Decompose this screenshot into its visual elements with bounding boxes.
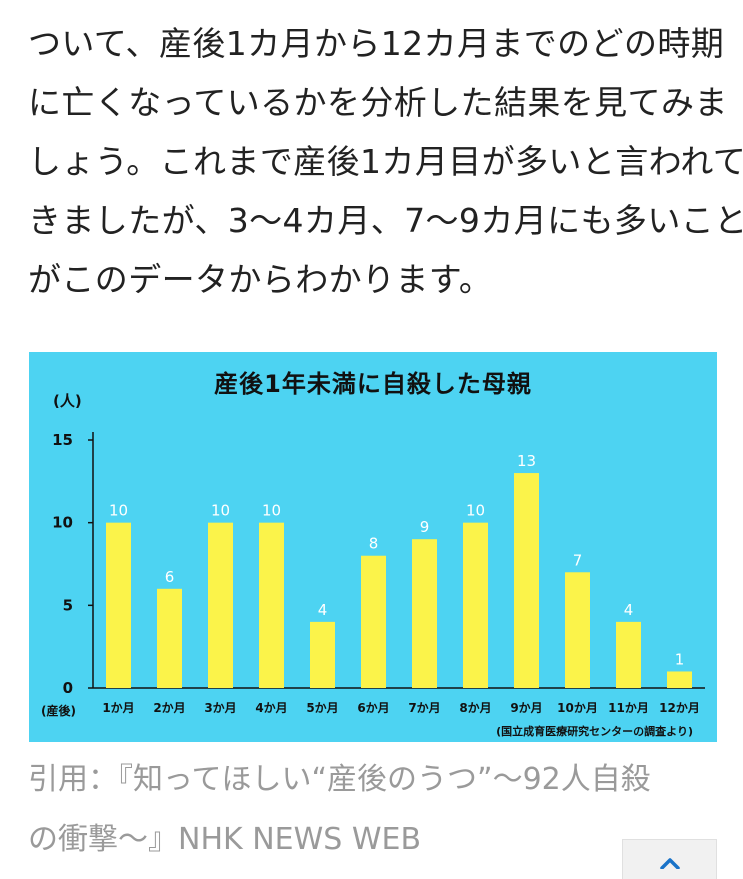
y-tick-label: 5 <box>63 596 73 614</box>
x-category-label: 10か月 <box>557 701 598 715</box>
bar <box>616 621 641 688</box>
x-axis-prefix-label: (産後) <box>41 704 76 718</box>
citation-line: の衝撃〜』NHK NEWS WEB <box>28 822 422 857</box>
bar-chart-image: 0 5 10 15 10 1か月 6 2か月 10 3か月 10 4か月 4 5か月 8 6か月 9 7か月 10 8… <box>29 352 717 742</box>
bar <box>106 522 131 688</box>
bar-value-label: 10 <box>211 502 230 520</box>
bar <box>157 588 182 688</box>
article-line: しょう。これまで産後1カ月目が多いと言われて <box>28 142 743 181</box>
y-tick-label: 10 <box>52 514 73 532</box>
bar-value-label: 1 <box>675 650 685 668</box>
chart-title: 産後1年未満に自殺した母親 <box>214 370 532 398</box>
y-axis-unit-label: (人) <box>53 392 82 410</box>
bar <box>361 555 386 688</box>
bar-value-label: 4 <box>318 601 328 619</box>
bar-value-label: 8 <box>369 535 379 553</box>
article-line: がこのデータからわかります。 <box>28 260 493 299</box>
bar <box>259 522 284 688</box>
x-category-label: 4か月 <box>255 701 287 715</box>
bar <box>463 522 488 688</box>
bar-value-label: 10 <box>109 502 128 520</box>
chart-source-note: (国立成育医療研究センターの調査より) <box>496 725 693 738</box>
bar <box>208 522 233 688</box>
citation-text: 引用：『知ってほしい“産後のうつ”〜92人自殺 の衝撃〜』NHK NEWS WE… <box>28 750 718 870</box>
article-paragraph: ついて、産後1カ月から12カ月までのどの時期 に亡くなっているかを分析した結果を… <box>28 14 743 309</box>
x-category-label: 5か月 <box>306 701 338 715</box>
x-category-label: 11か月 <box>608 701 649 715</box>
x-category-label: 12か月 <box>659 701 700 715</box>
x-category-label: 3か月 <box>204 701 236 715</box>
bar <box>310 621 335 688</box>
y-tick-label: 15 <box>52 431 73 449</box>
y-tick-label: 0 <box>63 679 73 697</box>
bar <box>565 572 590 688</box>
x-category-label: 9か月 <box>510 701 542 715</box>
citation-line: 引用：『知ってほしい“産後のうつ”〜92人自殺 <box>28 762 651 797</box>
article-line: ついて、産後1カ月から12カ月までのどの時期 <box>28 24 725 63</box>
bar-value-label: 10 <box>466 502 485 520</box>
x-category-label: 8か月 <box>459 701 491 715</box>
bar-chart-plot: 0 5 10 15 10 1か月 6 2か月 10 3か月 10 4か月 4 5か月 8 6か月 9 7か月 10 8… <box>52 431 705 715</box>
bar-value-label: 10 <box>262 502 281 520</box>
x-category-label: 7か月 <box>408 701 440 715</box>
x-category-label: 2か月 <box>153 701 185 715</box>
article-line: に亡くなっているかを分析した結果を見てみま <box>28 83 728 122</box>
bar-value-label: 7 <box>573 551 583 569</box>
scroll-to-top-button[interactable] <box>622 839 717 879</box>
bar-value-label: 13 <box>517 452 536 470</box>
bar-value-label: 9 <box>420 518 430 536</box>
bar <box>667 671 692 688</box>
bar <box>514 473 539 688</box>
x-category-label: 6か月 <box>357 701 389 715</box>
chevron-up-icon <box>660 858 680 869</box>
bar-value-label: 6 <box>165 568 175 586</box>
bar <box>412 539 437 688</box>
article-line: きましたが、3〜4カ月、7〜9カ月にも多いこと <box>28 201 743 240</box>
bar-value-label: 4 <box>624 601 634 619</box>
x-category-label: 1か月 <box>102 701 134 715</box>
